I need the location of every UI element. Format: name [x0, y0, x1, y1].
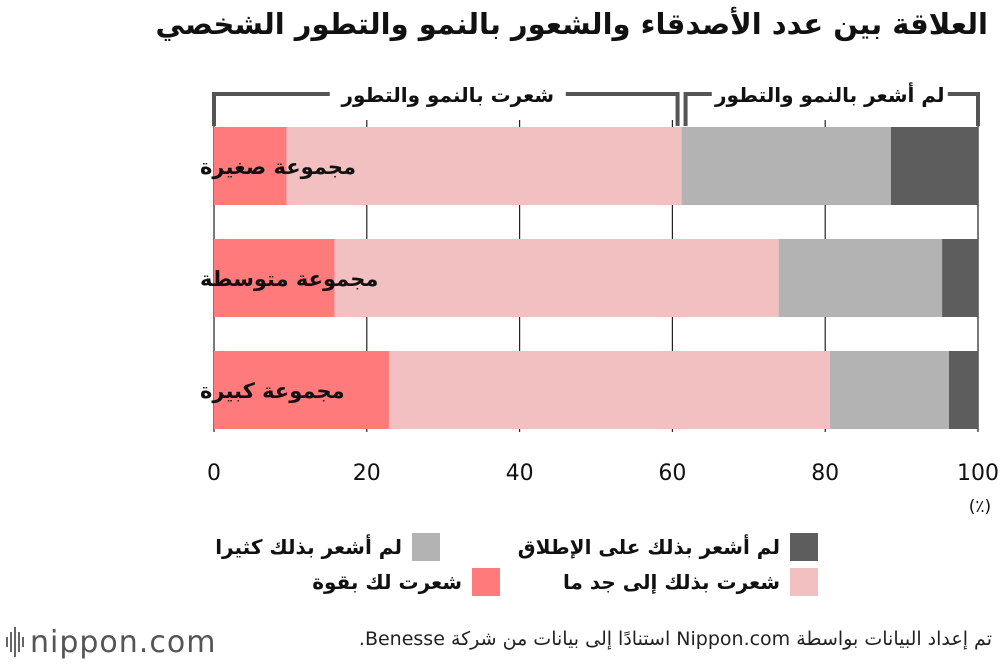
group-bracket — [683, 92, 980, 126]
bar-segment — [890, 127, 978, 205]
bar-segment — [214, 127, 287, 205]
group-bracket-label: شعرت بالنمو والتطور — [341, 83, 555, 107]
bar-segment — [214, 351, 389, 429]
bar-segment — [829, 351, 949, 429]
category-label: مجموعة كبيرة — [200, 379, 345, 403]
bar-segment — [778, 239, 943, 317]
legend-item-not-at-all: لم أشعر بذلك على الإطلاق — [518, 533, 818, 561]
bar-segment — [388, 351, 830, 429]
bar-segment — [942, 239, 978, 317]
footer: nippon.com تم إعداد البيانات بواسطة Nipp… — [0, 620, 1000, 666]
legend-item-not-much: لم أشعر بذلك كثيرا — [215, 533, 440, 561]
legend-item-strongly: شعرت لك بقوة — [312, 568, 500, 596]
group-brackets: شعرت بالنمو والتطور لم أشعر بالنمو والتطو… — [212, 81, 980, 126]
x-tick-label: 0 — [207, 461, 221, 486]
group-bracket-label: لم أشعر بالنمو والتطور — [714, 81, 944, 107]
chart-title: العلاقة بين عدد الأصدقاء والشعور بالنمو … — [155, 7, 988, 41]
category-label: مجموعة متوسطة — [200, 267, 378, 291]
bar-segment — [681, 127, 891, 205]
x-tick-label: 100 — [957, 461, 999, 486]
bar-segment — [948, 351, 978, 429]
nippon-logo: nippon.com — [6, 620, 216, 664]
logo-mark-icon — [6, 627, 24, 657]
legend-swatch — [790, 533, 818, 561]
legend-swatch — [412, 533, 440, 561]
bar-segment — [334, 239, 779, 317]
legend-item-somewhat: شعرت بذلك إلى جد ما — [563, 568, 818, 596]
bar-segment — [286, 127, 682, 205]
legend-swatch — [790, 568, 818, 596]
bar-segment — [214, 239, 335, 317]
bars — [214, 127, 978, 429]
logo-text: nippon.com — [30, 624, 217, 660]
stacked-bar-chart: 0 20 40 60 80 100 (٪) مجموعة صغيرة مجموعة متوسط… — [200, 81, 999, 517]
legend-label: لم أشعر بذلك على الإطلاق — [517, 535, 780, 559]
x-tick-label: 20 — [353, 461, 381, 486]
x-axis-unit: (٪) — [969, 497, 991, 517]
x-tick-label: 40 — [506, 461, 534, 486]
source-note: تم إعداد البيانات بواسطة Nippon.com استن… — [358, 628, 992, 650]
legend-swatch — [472, 568, 500, 596]
x-axis: 0 20 40 60 80 100 (٪) — [207, 461, 999, 517]
category-label: مجموعة صغيرة — [200, 155, 356, 179]
group-bracket — [212, 92, 680, 126]
legend-label: لم أشعر بذلك كثيرا — [215, 535, 402, 559]
legend-label: شعرت لك بقوة — [312, 570, 462, 594]
legend-label: شعرت بذلك إلى جد ما — [562, 570, 780, 594]
x-tick-label: 60 — [658, 461, 686, 486]
category-labels: مجموعة صغيرة مجموعة متوسطة مجموعة كبيرة — [200, 155, 378, 403]
x-tick-label: 80 — [811, 461, 839, 486]
